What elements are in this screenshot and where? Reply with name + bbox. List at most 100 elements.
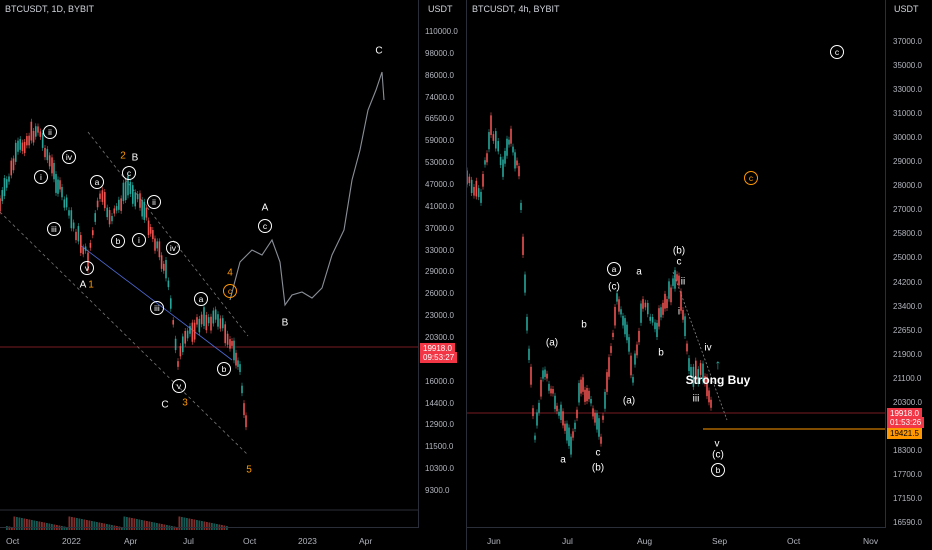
- wave-label: iv: [704, 342, 712, 354]
- wave-label: a: [560, 454, 566, 466]
- candle-body: [237, 360, 239, 367]
- time-tick-label: Aug: [637, 536, 653, 546]
- candle-body: [158, 241, 161, 258]
- candle-body: [163, 263, 165, 271]
- volume-bar: [48, 523, 51, 530]
- candle-body: [46, 149, 49, 161]
- wave-label: A: [79, 279, 87, 291]
- price-tick-label: 10300.0: [425, 464, 454, 474]
- candle-body: [3, 178, 6, 197]
- candle-body: [170, 298, 172, 309]
- wave-label: c: [744, 171, 758, 185]
- candle-body: [620, 309, 622, 315]
- candle-body: [239, 364, 241, 373]
- candle-body: [65, 197, 68, 208]
- volume-bar: [206, 522, 208, 530]
- candle-body: [526, 316, 528, 331]
- candle-body: [467, 170, 468, 185]
- wave-label: 4: [227, 267, 233, 279]
- candle-body: [542, 370, 544, 379]
- volume-bar: [78, 518, 81, 530]
- volume-bar: [98, 522, 101, 530]
- volume-bar: [13, 516, 16, 530]
- price-tick-label: 25800.0: [893, 229, 922, 239]
- wave-label: 2: [120, 150, 126, 162]
- candle-body: [152, 230, 154, 240]
- candle-body: [674, 270, 676, 289]
- price-tick-label: 14400.0: [425, 398, 454, 408]
- candle-body: [695, 360, 697, 381]
- candle-body: [167, 280, 170, 288]
- candle-body: [59, 180, 61, 190]
- candle-body: [656, 322, 658, 337]
- right-chart-canvas[interactable]: [467, 0, 932, 550]
- volume-bar: [133, 518, 136, 530]
- candle-body: [205, 314, 208, 331]
- candle-body: [101, 190, 104, 202]
- candle-body: [184, 330, 186, 344]
- candle-body: [72, 222, 75, 229]
- time-tick-label: Sep: [712, 536, 728, 546]
- time-tick-label: Oct: [787, 536, 801, 546]
- volume-bar: [193, 519, 196, 530]
- volume-bar: [21, 518, 23, 530]
- left-chart-pane[interactable]: BTCUSDT, 1D, BYBIT USDT 110000.0 98000.0 8…: [0, 0, 466, 550]
- candle-body: [235, 352, 237, 366]
- candle-body: [0, 198, 1, 212]
- volume-bar: [81, 519, 83, 530]
- time-tick-label: Oct: [243, 536, 257, 546]
- candle-body: [647, 302, 649, 315]
- wave-label: c: [223, 284, 237, 298]
- volume-bar: [121, 527, 123, 530]
- candle-body: [562, 411, 564, 426]
- left-chart-canvas[interactable]: [0, 0, 466, 550]
- candle-body: [710, 399, 712, 408]
- candle-body: [544, 369, 546, 377]
- candle-body: [486, 153, 488, 163]
- wave-label: (c): [712, 449, 724, 461]
- volume-bar: [156, 523, 158, 530]
- up-arrow-icon: ↑: [714, 356, 722, 372]
- candle-body: [186, 330, 189, 339]
- candle-body: [690, 367, 692, 377]
- price-tick-label: 29000.0: [425, 267, 454, 277]
- candle-body: [514, 152, 516, 169]
- volume-bar: [208, 522, 211, 530]
- candle-body: [189, 326, 191, 334]
- time-tick-label: Jun: [487, 536, 501, 546]
- candle-body: [680, 291, 682, 311]
- candle-body: [154, 238, 156, 251]
- wave-label: ii: [680, 276, 686, 288]
- price-tick-label: 20300.0: [425, 333, 454, 342]
- candle-body: [243, 403, 245, 416]
- candle-body: [686, 343, 688, 352]
- candle-body: [55, 174, 57, 193]
- wave-label: iii: [692, 393, 700, 405]
- volume-bar: [18, 517, 21, 530]
- price-tick-label: 37000.0: [425, 223, 454, 233]
- candle-body: [632, 377, 634, 383]
- candle-body: [129, 181, 132, 194]
- volume-bar: [176, 527, 178, 530]
- candle-body: [600, 436, 602, 444]
- right-time-scale[interactable]: [467, 527, 885, 550]
- left-price-scale[interactable]: [418, 0, 466, 528]
- wave-label: (a): [545, 337, 559, 349]
- candle-body: [566, 423, 568, 441]
- candle-body: [708, 390, 710, 403]
- candle-body: [516, 160, 518, 166]
- left-time-scale[interactable]: [0, 527, 418, 550]
- right-chart-pane[interactable]: BTCUSDT, 4h, BYBIT USDT 37000.0 35000.0 33…: [466, 0, 932, 550]
- price-tick-label: 18300.0: [893, 445, 922, 455]
- candle-body: [473, 186, 475, 196]
- candle-body: [61, 187, 63, 198]
- candle-body: [524, 274, 526, 293]
- volume-bar: [26, 519, 28, 530]
- candle-body: [120, 198, 122, 211]
- wave-label: b: [581, 319, 587, 331]
- right-price-scale[interactable]: [885, 0, 932, 528]
- candle-body: [610, 346, 612, 353]
- channel-upper-line: [87, 131, 249, 337]
- wave-label: 5: [246, 464, 252, 476]
- volume-bar: [128, 517, 131, 530]
